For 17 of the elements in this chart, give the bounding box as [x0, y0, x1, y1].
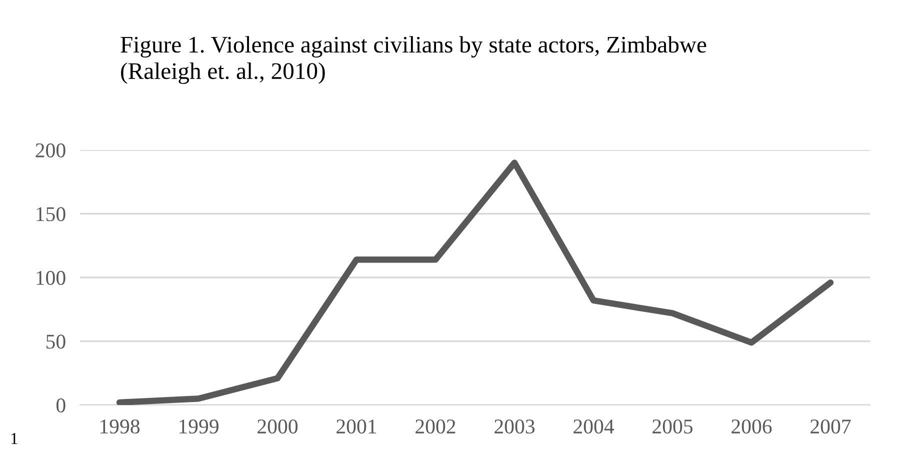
y-tick-label: 50: [46, 334, 66, 349]
x-tick-label: 1999: [180, 420, 218, 434]
text: 1: [11, 433, 18, 444]
x-tick-label: 2003: [494, 419, 535, 434]
x-tick-label: 2001: [336, 419, 376, 434]
y-tick-label: 150: [36, 207, 66, 222]
x-tick-label: 2005: [652, 419, 693, 434]
chart-title: Figure 1. Violence against civilians by state actors, Zimbabwe (Raleigh et. al., 2010): [120, 36, 706, 84]
x-tick-label: 2004: [574, 419, 614, 434]
y-tick-label: 100: [36, 270, 66, 285]
x-tick-label: 2007: [810, 419, 851, 434]
x-tick-label: 1998: [100, 419, 140, 434]
x-tick-label: 2006: [732, 419, 772, 434]
y-tick-label: 200: [36, 143, 66, 158]
x-tick-label: 2000: [258, 419, 298, 434]
y-tick-label: 0: [56, 398, 66, 412]
x-tick-label: 2002: [416, 419, 456, 434]
